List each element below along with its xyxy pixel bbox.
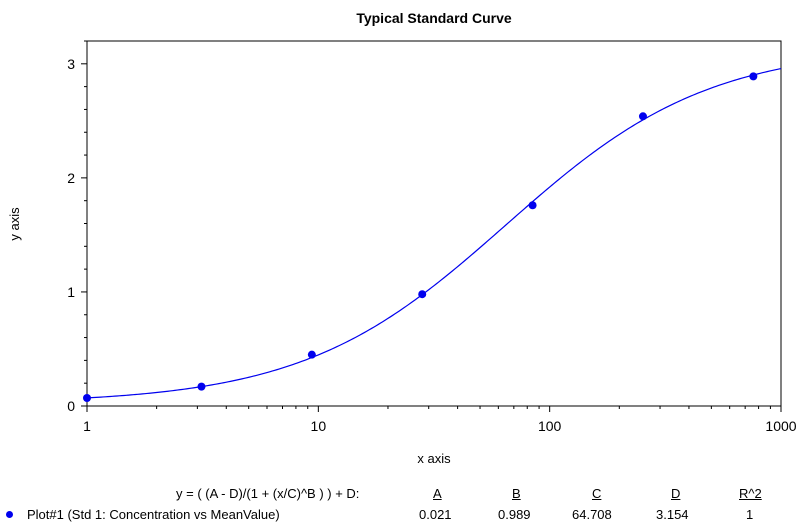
fit-header-a: A xyxy=(433,486,442,501)
fit-header-d: D xyxy=(671,486,681,501)
x-tick-label: 100 xyxy=(538,418,562,434)
fit-value-c: 64.708 xyxy=(572,507,612,522)
legend-series-name: Plot#1 (Std 1: Concentration vs MeanValu… xyxy=(27,507,280,522)
fit-value-a: 0.021 xyxy=(419,507,452,522)
plot-area xyxy=(86,40,782,407)
y-axis: 0 1 2 3 xyxy=(67,40,87,414)
chart-title: Typical Standard Curve xyxy=(356,10,512,26)
data-point xyxy=(749,72,758,81)
data-point xyxy=(418,290,427,299)
fit-header-r2: R^2 xyxy=(739,486,762,501)
y-tick-label: 3 xyxy=(67,56,75,72)
fit-value-d: 3.154 xyxy=(656,507,689,522)
y-tick-label: 0 xyxy=(67,398,75,414)
x-tick-label: 1000 xyxy=(765,418,796,434)
fit-value-b: 0.989 xyxy=(498,507,531,522)
y-tick-label: 2 xyxy=(67,170,75,186)
fit-value-r2: 1 xyxy=(746,507,754,522)
legend-marker-icon xyxy=(6,511,13,518)
fit-equation: y = ( (A - D)/(1 + (x/C)^B ) ) + D: xyxy=(176,486,360,501)
x-tick-label: 1 xyxy=(83,418,91,434)
x-tick-label: 10 xyxy=(311,418,327,434)
fit-curve xyxy=(86,68,782,399)
legend-entry: Plot#1 (Std 1: Concentration vs MeanValu… xyxy=(0,507,800,525)
fit-header-b: B xyxy=(512,486,521,501)
x-axis-label: x axis xyxy=(417,451,451,466)
data-point xyxy=(307,350,316,359)
fit-header-row: y = ( (A - D)/(1 + (x/C)^B ) ) + D: A B … xyxy=(0,486,800,504)
data-point xyxy=(197,382,206,391)
x-axis: 1 10 100 1000 xyxy=(83,406,797,434)
data-points xyxy=(83,72,758,403)
data-point xyxy=(528,201,537,210)
data-point xyxy=(638,112,647,121)
fit-header-c: C xyxy=(592,486,602,501)
data-point xyxy=(83,394,91,403)
y-tick-label: 1 xyxy=(67,284,75,300)
y-axis-label: y axis xyxy=(7,207,22,241)
